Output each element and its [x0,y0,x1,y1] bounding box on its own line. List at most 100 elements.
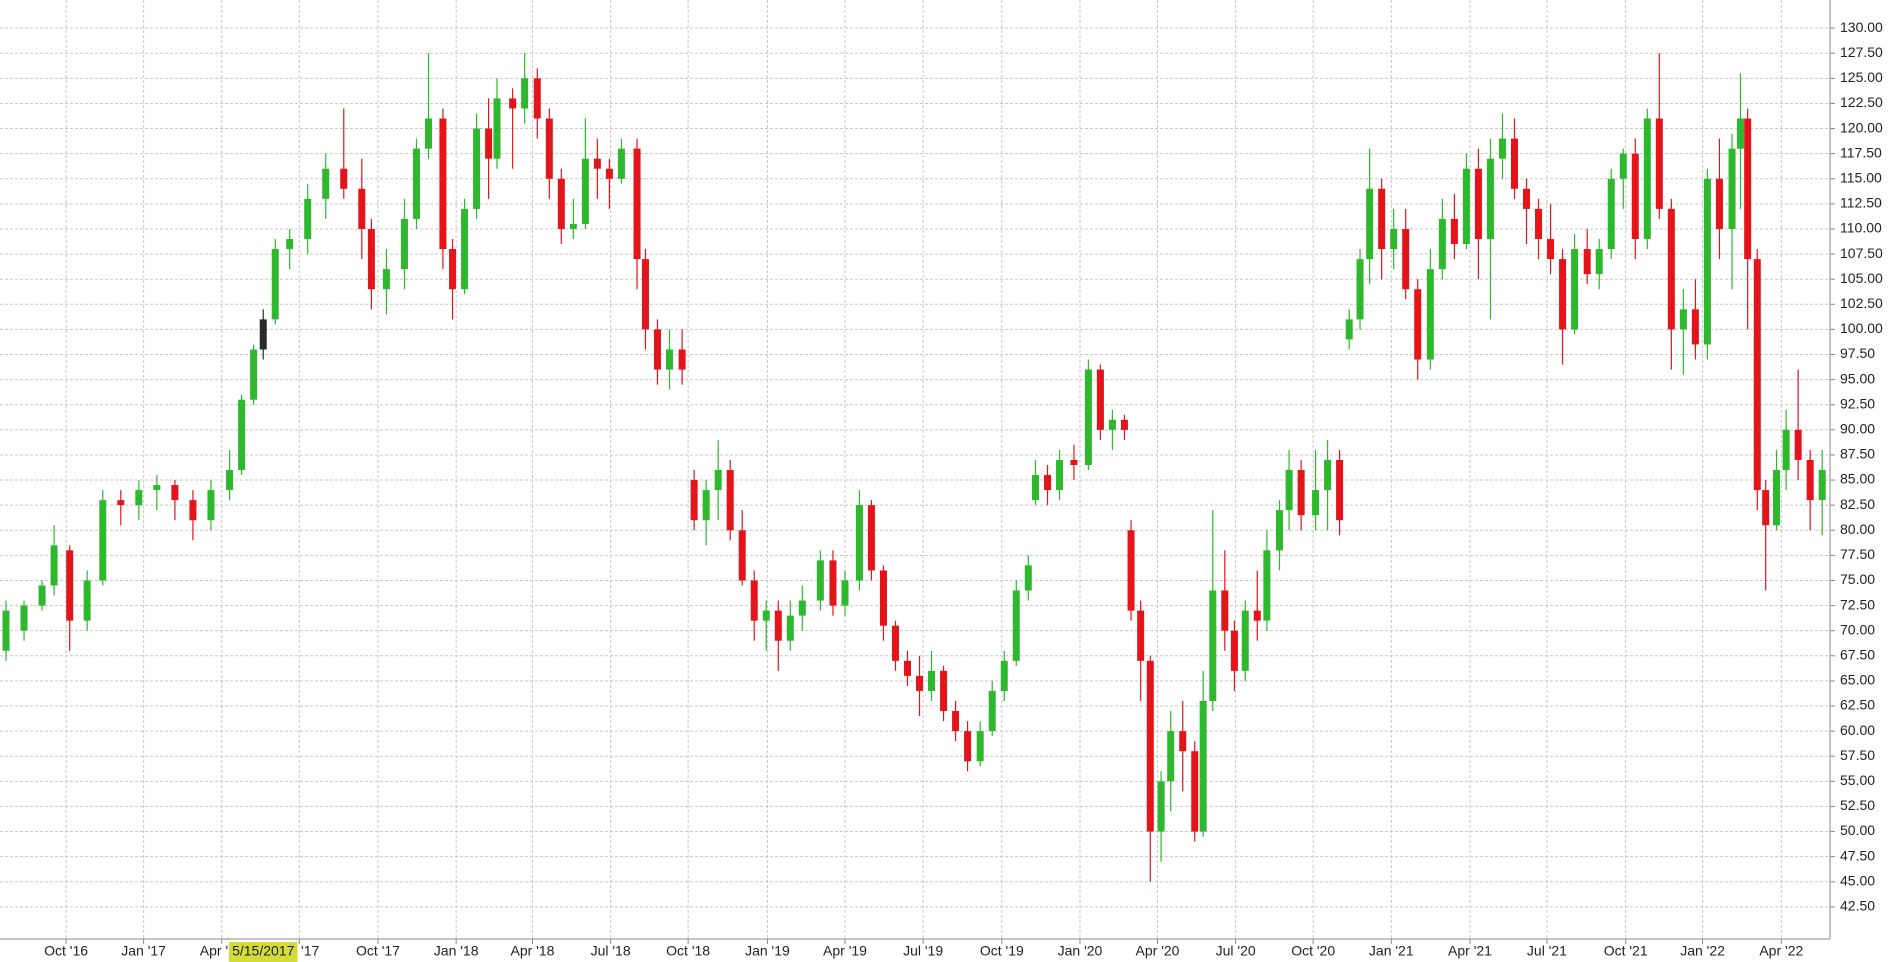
candle-body [1263,550,1271,621]
candle-body [1345,319,1353,340]
x-tick-label: Apr '19 [823,943,867,959]
y-tick-label: 65.00 [1840,672,1875,688]
candle-body [1773,470,1781,526]
candle-body [509,98,517,109]
candle-body [1230,630,1238,671]
candle-body [1241,610,1249,671]
candle-body [1031,475,1039,501]
candle-body [665,349,673,370]
candle-body [1221,590,1229,631]
candle-body [1715,178,1723,229]
candle-body [1108,419,1116,430]
candle-body [1744,118,1752,260]
candle-body [1312,490,1320,516]
y-tick-label: 112.50 [1840,195,1882,211]
y-tick-label: 100.00 [1840,320,1883,336]
x-tick-label: Jan '22 [1680,943,1725,959]
candle-body [1753,259,1761,491]
candle-body [358,188,366,229]
candle-body [38,585,46,606]
x-tick-label: Oct '16 [44,943,88,959]
candle-body [99,500,107,581]
y-tick-label: 42.50 [1840,898,1875,914]
y-tick-label: 127.50 [1840,44,1883,60]
candle-body [1285,470,1293,511]
candle-body [1498,138,1506,159]
candle-body [1275,510,1283,551]
candle-body [382,269,390,290]
y-tick-label: 130.00 [1840,19,1883,35]
candle-body [226,470,234,491]
candle-body [1607,178,1615,250]
grid [0,0,1830,939]
candle-body [964,731,972,762]
candle-body [1324,459,1332,491]
candle-body [1655,118,1663,209]
y-tick-label: 107.50 [1840,245,1883,261]
candle-body [1571,249,1579,330]
y-tick-label: 90.00 [1840,421,1875,437]
candle-body [521,78,529,109]
y-tick-label: 85.00 [1840,471,1875,487]
candle-body [786,615,794,641]
x-tick-label: Oct '20 [1291,943,1335,959]
candle-body [841,580,849,606]
candle-body [367,228,375,290]
candle-body [1157,781,1165,832]
candle-body [1179,731,1187,752]
x-tick-label: Apr '22 [1759,943,1803,959]
candle-body [1378,188,1386,250]
candle-body [400,218,408,270]
x-tick-label: Jul '19 [903,943,943,959]
candle-body [20,605,28,631]
candle-body [653,329,661,370]
candle-body [259,319,267,350]
x-tick-label: Oct '19 [980,943,1024,959]
candle-body [1209,590,1217,701]
candle-body [581,158,589,224]
candle-body [829,560,837,606]
y-tick-label: 57.50 [1840,747,1875,763]
candle-body [988,690,996,732]
candle-body [533,78,541,119]
y-tick-label: 72.50 [1840,596,1875,612]
candle-body [1595,249,1603,275]
y-tick-label: 117.50 [1840,144,1882,160]
y-tick-label: 70.00 [1840,621,1875,637]
candle-body [1438,218,1446,270]
candle-body [83,580,91,621]
candle-body [322,168,330,199]
y-tick-label: 120.00 [1840,119,1883,135]
y-tick-label: 97.50 [1840,345,1875,361]
candle-body [1643,118,1651,240]
y-tick-label: 47.50 [1840,847,1875,863]
candle-body [439,118,447,250]
candle-body [1474,168,1482,240]
candle-body [425,118,433,149]
candle-body [855,505,863,581]
y-tick-label: 75.00 [1840,571,1875,587]
candle-body [207,490,215,521]
y-tick-label: 125.00 [1840,69,1883,85]
candle-body [117,500,125,506]
candle-body [1199,700,1207,832]
candle-body [412,148,420,219]
candle-body [340,168,348,189]
y-tick-label: 110.00 [1840,220,1882,236]
y-tick-label: 45.00 [1840,872,1875,888]
x-tick-label: Apr '18 [511,943,555,959]
candle-body [1146,660,1154,832]
candle-body [940,670,948,712]
candle-body [569,223,577,229]
candle-body [641,259,649,330]
candle-body [1253,610,1261,621]
y-tick-label: 67.50 [1840,646,1875,662]
x-tick-label: Apr '21 [1448,943,1492,959]
candle-body [1806,459,1814,501]
candle-body [557,178,565,229]
candle-body [1297,470,1305,516]
candle-body [238,399,246,471]
y-tick-label: 60.00 [1840,722,1875,738]
y-tick-label: 80.00 [1840,521,1875,537]
